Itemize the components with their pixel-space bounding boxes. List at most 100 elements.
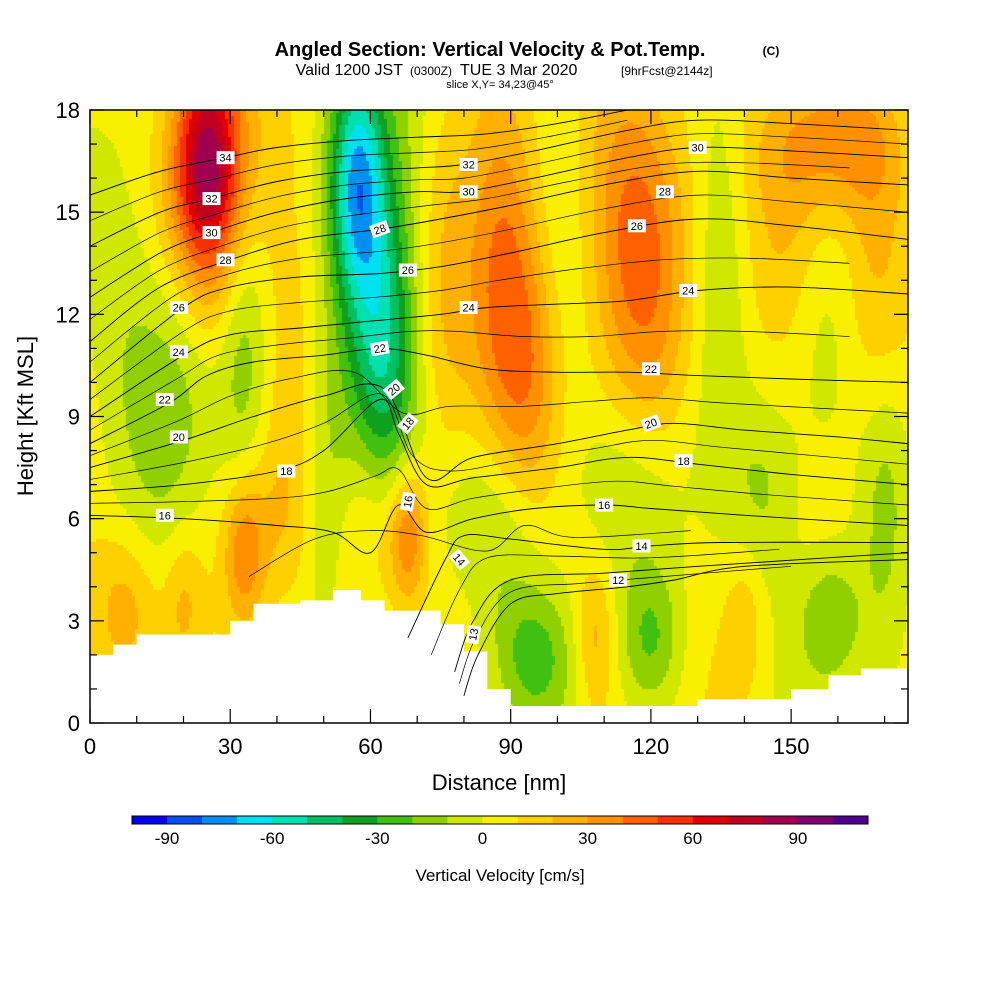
contour-label-text: 14: [635, 541, 647, 553]
colorbar-swatch: [832, 816, 869, 824]
theta-contour-13: [454, 552, 908, 673]
y-tick-label: 15: [56, 200, 80, 225]
contour-label-text: 26: [631, 221, 643, 233]
colorbar-swatch: [377, 816, 413, 824]
contour-label-text: 22: [373, 342, 387, 356]
contour-label: 24: [679, 283, 698, 297]
x-tick-label: 0: [84, 734, 96, 759]
contour-label-text: 16: [402, 495, 416, 509]
colorbar-tick-label: -60: [260, 829, 285, 848]
contour-label: 16: [399, 491, 416, 512]
contour-label: 32: [202, 192, 221, 206]
theta-contour-intermediate: [248, 524, 691, 577]
colorbar-swatch: [727, 816, 764, 824]
theta-contour-18: [90, 399, 908, 492]
contour-label: 24: [459, 301, 478, 315]
contour-label: 32: [459, 157, 478, 171]
contour-label-text: 30: [462, 187, 474, 199]
contour-label: 20: [169, 430, 188, 444]
theta-contour-14: [407, 534, 908, 639]
colorbar-swatch: [797, 816, 834, 824]
contour-label-text: 30: [692, 142, 704, 154]
contour-label: 22: [641, 362, 660, 376]
x-tick-label: 120: [633, 734, 670, 759]
colorbar-tick-label: 0: [478, 829, 487, 848]
contour-label-text: 20: [173, 432, 185, 444]
theta-contour-20: [90, 383, 908, 481]
contour-label: 18: [674, 454, 693, 468]
theta-contour-intermediate: [90, 161, 850, 320]
theta-contour-34: [90, 110, 628, 196]
contour-label-text: 22: [645, 364, 657, 376]
contour-label-text: 16: [159, 510, 171, 522]
vertical-velocity-field: [90, 110, 908, 723]
contour-label-text: 32: [205, 194, 217, 206]
contour-label-text: 24: [173, 347, 185, 359]
contour-label-text: 18: [678, 456, 690, 468]
contour-label: 28: [216, 253, 235, 267]
colorbar-swatch: [447, 816, 483, 824]
contour-label: 30: [688, 140, 707, 154]
velocity-raster: [90, 110, 908, 723]
colorbar-swatch: [622, 816, 659, 824]
theta-contour-intermediate: [90, 119, 628, 222]
contour-label: 22: [155, 392, 174, 406]
contour-label-text: 16: [598, 500, 610, 512]
axis-ticks: 0 30 60 90 120 150 0 3 6 9 12 15 18: [56, 98, 908, 759]
contour-label-text: 24: [462, 303, 474, 315]
forecast-info: [9hrFcst@2144z]: [621, 64, 713, 78]
contour-label-text: 26: [402, 265, 414, 277]
x-tick-label: 150: [773, 734, 810, 759]
theta-contour-22: [90, 347, 908, 445]
colorbar-swatch: [657, 816, 694, 824]
colorbar-swatch: [552, 816, 589, 824]
contour-label-text: 28: [372, 222, 388, 237]
contour-label: 30: [459, 185, 478, 199]
contour-label-text: 12: [612, 575, 624, 587]
x-tick-label: 60: [358, 734, 382, 759]
contour-label: 28: [655, 185, 674, 199]
contour-label: 26: [169, 301, 188, 315]
contour-label: 34: [216, 151, 235, 165]
colorbar-swatch: [167, 816, 203, 824]
y-tick-label: 18: [56, 98, 80, 123]
theta-contour-12: [463, 559, 908, 696]
colorbar-swatch: [692, 816, 729, 824]
y-tick-label: 9: [68, 405, 80, 430]
slice-info: slice X,Y= 34,23@45°: [446, 79, 554, 91]
contour-label-text: 24: [682, 285, 694, 297]
y-tick-label: 6: [68, 507, 80, 532]
theta-contour-intermediate: [430, 548, 780, 656]
contour-label-text: 22: [159, 394, 171, 406]
colorbar-tick-label: 60: [683, 829, 702, 848]
colorbar-swatch: [342, 816, 378, 824]
y-axis-label: Height [Kft MSL]: [13, 336, 38, 496]
contour-label: 18: [277, 464, 296, 478]
theta-contour-intermediate: [90, 133, 908, 273]
colorbar-title: Vertical Velocity [cm/s]: [415, 866, 584, 885]
colorbar: -90 -60 -30 0 30 60 90: [131, 815, 869, 848]
copyright-mark: (C): [763, 44, 780, 58]
theta-contour-26: [90, 218, 908, 383]
theta-contour-intermediate: [90, 393, 908, 480]
colorbar-swatch: [412, 816, 448, 824]
contour-label: 28: [369, 220, 391, 239]
contour-label-text: 28: [219, 255, 231, 267]
contour-label: 14: [632, 539, 651, 553]
contour-label: 20: [640, 414, 662, 433]
theta-contour-intermediate: [90, 257, 850, 400]
contour-label-text: 30: [205, 228, 217, 240]
y-tick-label: 3: [68, 609, 80, 634]
valid-time-utc: (0300Z): [410, 64, 452, 78]
contour-label: 26: [398, 263, 417, 277]
theta-contour-intermediate: [90, 467, 908, 510]
y-tick-label: 0: [68, 711, 80, 736]
contour-label: 16: [155, 508, 174, 522]
contour-label-text: 34: [219, 153, 231, 165]
y-tick-label: 12: [56, 302, 80, 327]
colorbar-swatch: [237, 816, 273, 824]
contour-label-text: 20: [643, 417, 659, 432]
contour-label: 22: [369, 340, 390, 357]
contour-label: 13: [465, 624, 482, 645]
